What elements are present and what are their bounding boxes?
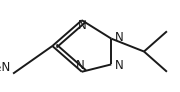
Text: N: N (77, 19, 86, 32)
Text: N: N (114, 59, 123, 72)
Text: N: N (114, 31, 123, 44)
Text: H₂N: H₂N (0, 61, 12, 74)
Text: N: N (76, 59, 85, 72)
